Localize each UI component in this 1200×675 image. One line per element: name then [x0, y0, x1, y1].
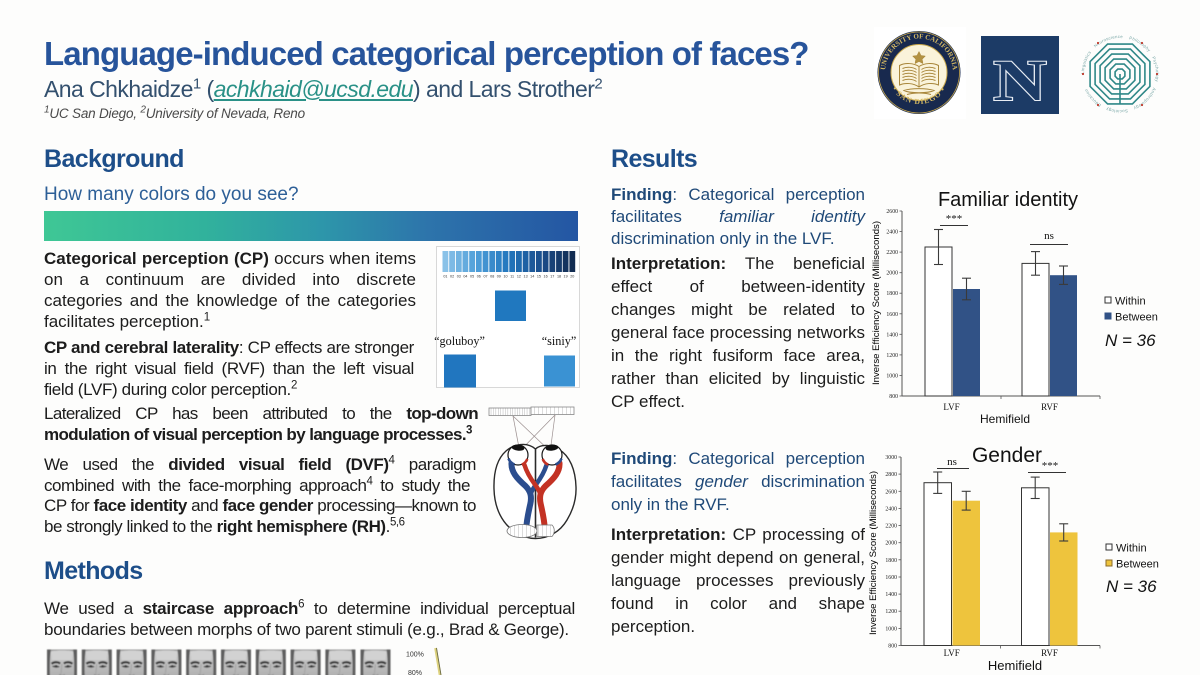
- svg-text:2200: 2200: [885, 524, 897, 530]
- svg-text:***: ***: [1042, 460, 1059, 472]
- svg-text:09: 09: [497, 275, 501, 279]
- svg-text:N: N: [993, 50, 1047, 114]
- svg-text:ns: ns: [1044, 230, 1054, 242]
- svg-text:1000: 1000: [885, 626, 897, 632]
- svg-text:2000: 2000: [886, 271, 898, 277]
- svg-text:“siniy”: “siniy”: [542, 334, 577, 348]
- svg-text:ns: ns: [947, 456, 957, 468]
- svg-text:Inverse Efficiency Score (Mill: Inverse Efficiency Score (Milliseconds): [871, 221, 882, 385]
- svg-text:2600: 2600: [886, 209, 898, 215]
- svg-text:1800: 1800: [885, 558, 897, 564]
- svg-text:100%: 100%: [406, 652, 424, 659]
- svg-text:2200: 2200: [886, 250, 898, 256]
- svg-text:Hemifield: Hemifield: [988, 658, 1042, 673]
- svg-text:***: ***: [946, 213, 963, 225]
- svg-text:2000: 2000: [885, 541, 897, 547]
- svg-text:04: 04: [463, 275, 467, 279]
- svg-text:10: 10: [503, 275, 507, 279]
- svg-text:LVF: LVF: [943, 402, 959, 412]
- svg-text:13: 13: [524, 275, 528, 279]
- svg-text:“goluboy”: “goluboy”: [434, 334, 485, 348]
- svg-text:3000: 3000: [885, 455, 897, 461]
- svg-text:20: 20: [570, 275, 574, 279]
- svg-text:N = 36: N = 36: [1106, 577, 1157, 596]
- svg-text:19: 19: [564, 275, 568, 279]
- svg-text:Gender: Gender: [972, 444, 1042, 467]
- svg-text:15: 15: [537, 275, 541, 279]
- svg-text:18: 18: [557, 275, 561, 279]
- svg-text:01: 01: [443, 275, 447, 279]
- svg-text:06: 06: [477, 275, 481, 279]
- svg-text:1200: 1200: [885, 609, 897, 615]
- svg-text:80%: 80%: [408, 670, 422, 675]
- svg-text:Hemifield: Hemifield: [980, 412, 1030, 426]
- svg-text:1600: 1600: [885, 575, 897, 581]
- svg-text:Between: Between: [1115, 312, 1158, 324]
- svg-text:1400: 1400: [886, 332, 898, 338]
- svg-text:1400: 1400: [885, 592, 897, 598]
- svg-text:16: 16: [544, 275, 548, 279]
- svg-text:03: 03: [457, 275, 461, 279]
- svg-text:1800: 1800: [886, 291, 898, 297]
- svg-text:2400: 2400: [885, 506, 897, 512]
- svg-text:08: 08: [490, 275, 494, 279]
- svg-text:RVF: RVF: [1041, 402, 1058, 412]
- svg-text:Familiar identity: Familiar identity: [938, 189, 1078, 211]
- svg-text:05: 05: [470, 275, 474, 279]
- svg-text:RVF: RVF: [1041, 648, 1058, 658]
- svg-text:02: 02: [450, 275, 454, 279]
- svg-text:Between: Between: [1116, 559, 1159, 571]
- svg-text:2600: 2600: [885, 489, 897, 495]
- svg-text:14: 14: [530, 275, 534, 279]
- svg-text:2800: 2800: [885, 472, 897, 478]
- svg-text:07: 07: [483, 275, 487, 279]
- svg-text:800: 800: [889, 394, 898, 400]
- svg-text:Within: Within: [1116, 543, 1147, 555]
- svg-text:12: 12: [517, 275, 521, 279]
- svg-text:N = 36: N = 36: [1105, 331, 1156, 350]
- svg-text:1000: 1000: [886, 373, 898, 379]
- svg-text:11: 11: [510, 275, 514, 279]
- svg-text:Within: Within: [1115, 296, 1146, 308]
- svg-text:Inverse Efficiency Score (Mill: Inverse Efficiency Score (Milliseconds): [868, 471, 879, 635]
- svg-text:17: 17: [550, 275, 554, 279]
- svg-text:1600: 1600: [886, 312, 898, 318]
- svg-text:800: 800: [888, 644, 897, 650]
- svg-text:2400: 2400: [886, 230, 898, 236]
- svg-text:LVF: LVF: [944, 648, 960, 658]
- svg-text:1200: 1200: [886, 353, 898, 359]
